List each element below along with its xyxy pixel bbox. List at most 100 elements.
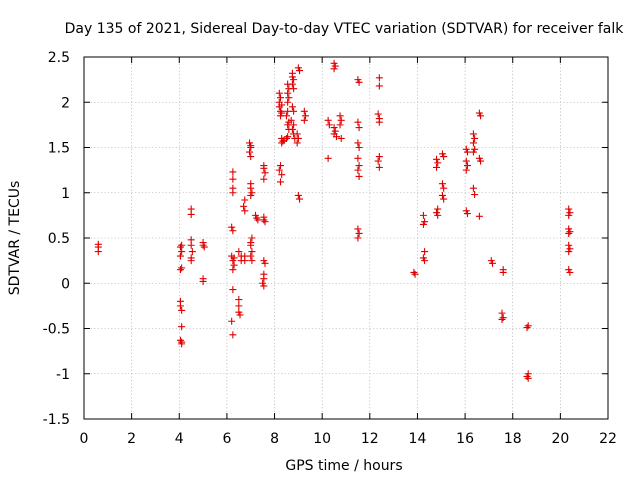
- data-point: [247, 153, 255, 161]
- data-point: [248, 234, 256, 242]
- data-point: [229, 331, 237, 339]
- data-point: [471, 134, 479, 142]
- data-point: [229, 227, 237, 235]
- data-point: [176, 252, 184, 260]
- data-point: [421, 248, 429, 256]
- data-point: [229, 175, 237, 183]
- data-point: [288, 80, 296, 88]
- data-point: [565, 229, 573, 237]
- data-point: [375, 82, 383, 90]
- data-point: [324, 116, 332, 124]
- data-point: [285, 94, 293, 102]
- data-point: [469, 139, 477, 147]
- data-point: [294, 134, 302, 142]
- data-point: [475, 212, 483, 220]
- y-tick-label: -1.5: [43, 412, 70, 428]
- data-point: [421, 257, 429, 265]
- data-point: [354, 166, 362, 174]
- data-point: [284, 107, 292, 115]
- data-point: [178, 323, 186, 331]
- data-point: [284, 98, 292, 106]
- data-point: [176, 302, 184, 310]
- data-point: [287, 116, 295, 124]
- data-point: [477, 112, 485, 120]
- data-point: [440, 184, 448, 192]
- y-tick-label: 0.5: [48, 231, 70, 247]
- data-point: [293, 139, 301, 147]
- data-point: [374, 110, 382, 118]
- x-tick-label: 14: [409, 431, 427, 447]
- data-point: [261, 259, 269, 267]
- y-tick-label: 0: [61, 276, 70, 292]
- x-tick-label: 6: [222, 431, 231, 447]
- data-point: [336, 112, 344, 120]
- data-point: [288, 103, 296, 111]
- x-tick-label: 22: [599, 431, 617, 447]
- x-tick-label: 12: [361, 431, 379, 447]
- data-point: [296, 195, 304, 203]
- data-point: [324, 154, 332, 162]
- data-point: [229, 266, 237, 274]
- data-point: [247, 252, 255, 260]
- data-point: [235, 302, 243, 310]
- y-tick-label: 1.5: [48, 141, 70, 157]
- data-point: [498, 315, 506, 323]
- data-point: [302, 112, 310, 120]
- data-point: [354, 225, 362, 233]
- data-point: [229, 257, 237, 265]
- data-point: [498, 309, 506, 317]
- data-point: [355, 78, 363, 86]
- data-point: [247, 191, 255, 199]
- data-point: [565, 248, 573, 256]
- x-tick-label: 20: [551, 431, 569, 447]
- data-point: [260, 164, 268, 172]
- data-point: [411, 270, 419, 278]
- x-tick-label: 2: [127, 431, 136, 447]
- data-point: [355, 172, 363, 180]
- data-point: [278, 171, 286, 179]
- data-point: [275, 166, 283, 174]
- data-point: [499, 314, 507, 322]
- data-point: [248, 257, 256, 265]
- data-point: [375, 153, 383, 161]
- data-point: [94, 248, 102, 256]
- data-point: [336, 121, 344, 129]
- data-point: [178, 264, 186, 272]
- data-point: [176, 243, 184, 251]
- data-point: [241, 257, 249, 265]
- data-point: [355, 144, 363, 151]
- data-point: [290, 121, 298, 129]
- data-point: [355, 162, 363, 170]
- data-point: [241, 207, 249, 215]
- data-point: [277, 94, 284, 102]
- data-point: [469, 184, 477, 192]
- data-point: [200, 243, 208, 251]
- data-point: [477, 157, 485, 165]
- y-tick-label: -1: [56, 367, 70, 383]
- data-point: [566, 268, 574, 276]
- x-tick-label: 16: [456, 431, 474, 447]
- data-point: [284, 121, 292, 129]
- data-point: [433, 155, 441, 163]
- data-point: [282, 112, 290, 120]
- data-point: [260, 282, 268, 290]
- data-point: [290, 107, 298, 115]
- data-point: [523, 324, 531, 332]
- x-tick-label: 10: [313, 431, 331, 447]
- data-point: [247, 241, 255, 249]
- data-point: [330, 124, 338, 132]
- data-point: [247, 184, 255, 192]
- data-point: [375, 74, 383, 82]
- data-point: [187, 257, 195, 265]
- data-point: [282, 134, 290, 142]
- data-point: [354, 118, 362, 126]
- data-point: [240, 202, 248, 210]
- data-point: [469, 130, 477, 138]
- y-tick-label: 2.5: [48, 50, 70, 66]
- data-point: [565, 205, 573, 213]
- data-point: [337, 116, 345, 124]
- data-point: [354, 154, 362, 162]
- data-point: [337, 134, 345, 142]
- data-point: [246, 148, 254, 156]
- data-point: [261, 218, 269, 226]
